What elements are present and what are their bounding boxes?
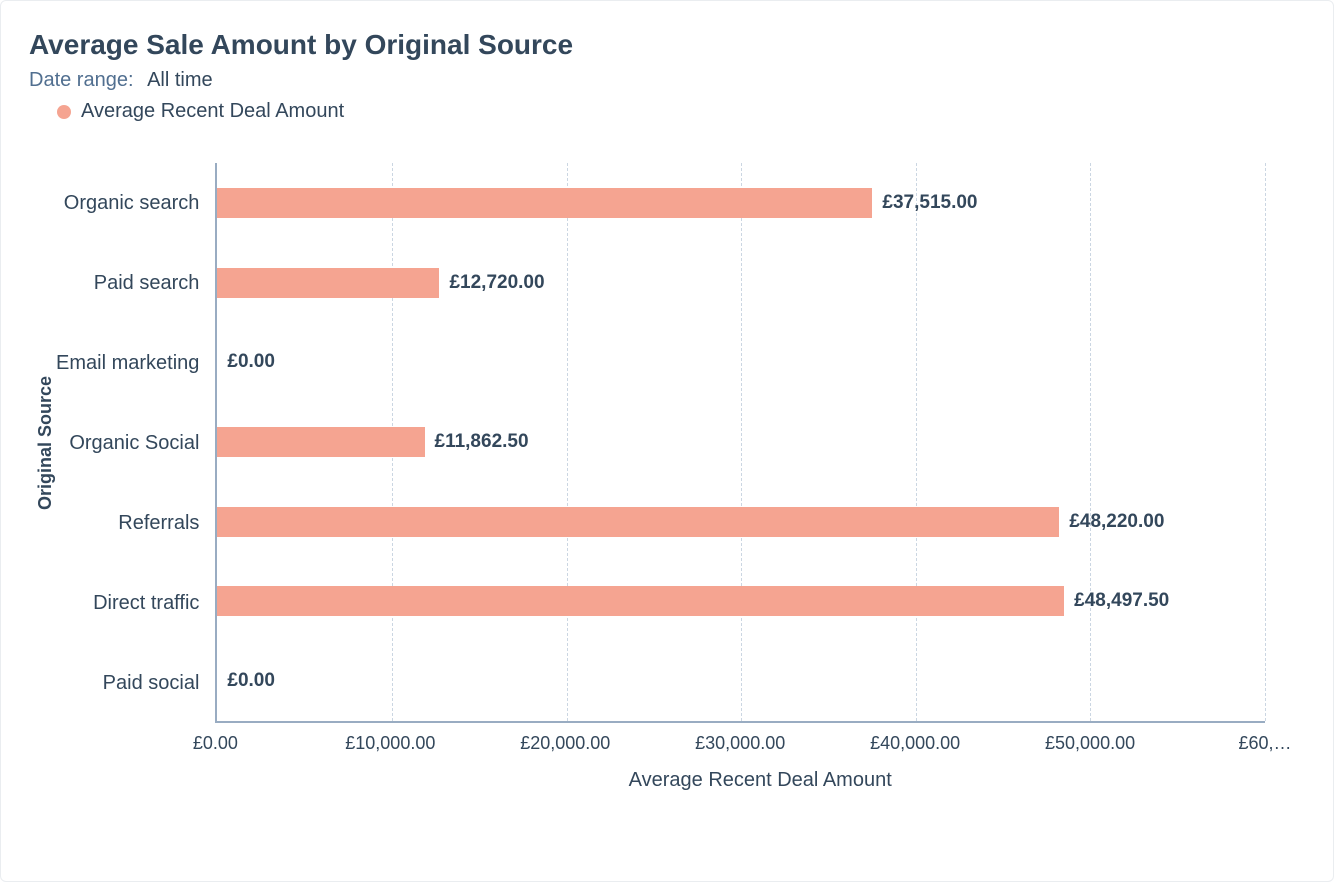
bar-value-label: £48,497.50 [1064, 590, 1169, 612]
y-axis-category-label: Email marketing [56, 352, 199, 375]
legend-label: Average Recent Deal Amount [81, 100, 344, 123]
x-axis-ticks: £0.00£10,000.00£20,000.00£30,000.00£40,0… [215, 733, 1265, 757]
bars-container: £37,515.00 £12,720.00 £0.00 £11,862.50 £48,2… [217, 163, 1265, 721]
x-axis-tick-label: £40,000.00 [870, 733, 960, 754]
bar-value-label: £11,862.50 [425, 431, 529, 453]
x-axis-tick-label: £50,000.00 [1045, 733, 1135, 754]
y-axis-title: Original Source [29, 163, 56, 723]
bar-row: £48,497.50 [217, 586, 1265, 616]
y-axis-labels: Organic search Paid search Email marketing… [56, 163, 215, 723]
y-axis-category-label: Direct traffic [56, 592, 199, 615]
chart-title: Average Sale Amount by Original Source [29, 29, 1305, 61]
date-range-label: Date range: [29, 69, 134, 91]
bar-row: £37,515.00 [217, 188, 1265, 218]
x-axis-tick-label: £30,000.00 [695, 733, 785, 754]
y-axis-category-label: Organic Social [56, 432, 199, 455]
x-axis-title: Average Recent Deal Amount [215, 769, 1305, 792]
bar-row: £0.00 [217, 666, 1265, 696]
bar-row: £0.00 [217, 347, 1265, 377]
legend: Average Recent Deal Amount [57, 100, 1305, 123]
bar[interactable] [217, 427, 424, 457]
bar-value-label: £0.00 [217, 670, 275, 692]
bar[interactable] [217, 188, 872, 218]
y-axis-category-label: Paid social [56, 672, 199, 695]
bar[interactable] [217, 268, 439, 298]
bar-row: £11,862.50 [217, 427, 1265, 457]
plot-area: £37,515.00 £12,720.00 £0.00 £11,862.50 £48,2… [215, 163, 1265, 723]
bar-row: £12,720.00 [217, 268, 1265, 298]
bar-value-label: £37,515.00 [872, 192, 977, 214]
gridline [1265, 163, 1266, 721]
bar-value-label: £12,720.00 [439, 272, 544, 294]
date-range: Date range: All time [29, 69, 1305, 92]
y-axis-category-label: Paid search [56, 272, 199, 295]
y-axis-category-label: Organic search [56, 192, 199, 215]
y-axis-category-label: Referrals [56, 512, 199, 535]
bar-row: £48,220.00 [217, 507, 1265, 537]
x-axis-tick-label: £60,… [1238, 733, 1291, 754]
legend-dot-icon [57, 105, 71, 119]
date-range-value: All time [147, 69, 213, 91]
bar-value-label: £48,220.00 [1059, 511, 1164, 533]
chart: Original Source Organic search Paid searc… [29, 163, 1305, 723]
x-axis-tick-label: £0.00 [193, 733, 238, 754]
x-axis-tick-label: £10,000.00 [345, 733, 435, 754]
x-axis-tick-label: £20,000.00 [520, 733, 610, 754]
bar[interactable] [217, 507, 1059, 537]
bar[interactable] [217, 586, 1064, 616]
chart-card: Average Sale Amount by Original Source D… [0, 0, 1334, 882]
bar-value-label: £0.00 [217, 351, 275, 373]
